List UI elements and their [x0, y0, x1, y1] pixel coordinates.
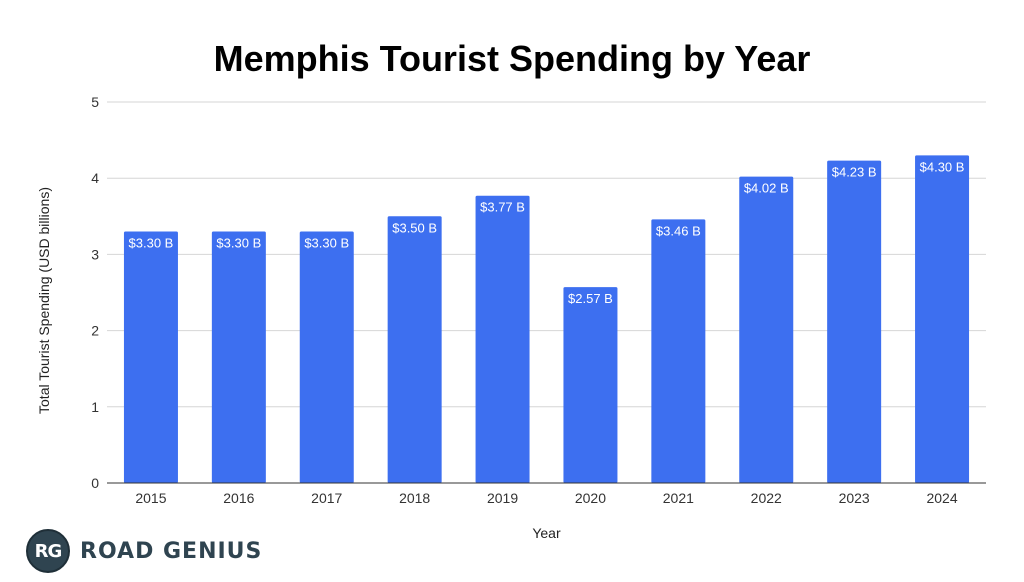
x-tick-label: 2017: [311, 490, 342, 506]
bar: [915, 155, 970, 483]
bar: [211, 231, 266, 483]
y-tick-label: 0: [91, 475, 99, 491]
data-labels: $3.30 B $3.30 B $3.30 B $3.50 B $3.77 B $2.57…: [129, 159, 965, 306]
x-tick-label: 2020: [575, 490, 606, 506]
y-tick-label: 4: [91, 170, 99, 186]
y-tick-label: 3: [91, 246, 99, 262]
x-tick-label: 2018: [399, 490, 430, 506]
bars: [123, 155, 970, 484]
road-genius-logo-icon: RG: [26, 529, 70, 573]
x-axis-ticks: 2015 2016 2017 2018 2019 2020 2021 2022 2023 2024: [135, 490, 957, 506]
y-axis-ticks: 0 1 2 3 4 5: [91, 94, 99, 491]
bar-data-label: $4.02 B: [744, 181, 789, 196]
bar: [739, 176, 794, 483]
bar-data-label: $3.50 B: [392, 220, 437, 235]
bar: [299, 231, 354, 483]
y-tick-label: 5: [91, 94, 99, 110]
bar-data-label: $3.30 B: [129, 236, 174, 251]
bar-data-label: $3.46 B: [656, 223, 701, 238]
bar-data-label: $3.77 B: [480, 200, 525, 215]
x-tick-label: 2024: [926, 490, 957, 506]
x-tick-label: 2021: [663, 490, 694, 506]
brand: RG ROAD GENIUS: [26, 528, 262, 574]
bar-data-label: $2.57 B: [568, 291, 613, 306]
y-tick-label: 2: [91, 323, 99, 339]
bar: [651, 219, 706, 483]
x-tick-label: 2022: [751, 490, 782, 506]
bar: [475, 195, 530, 483]
brand-name: ROAD GENIUS: [80, 538, 263, 564]
x-axis-label: Year: [532, 525, 561, 541]
x-tick-label: 2015: [135, 490, 166, 506]
bar-data-label: $3.30 B: [304, 236, 349, 251]
bar-data-label: $3.30 B: [216, 236, 261, 251]
bar-data-label: $4.30 B: [920, 159, 965, 174]
bar: [827, 160, 882, 483]
x-tick-label: 2023: [839, 490, 870, 506]
chart-title: Memphis Tourist Spending by Year: [213, 38, 811, 79]
bar-data-label: $4.23 B: [832, 165, 877, 180]
y-axis-label: Total Tourist Spending (USD billions): [36, 187, 52, 414]
bar: [563, 287, 618, 483]
y-tick-label: 1: [91, 399, 99, 415]
x-tick-label: 2016: [223, 490, 254, 506]
x-tick-label: 2019: [487, 490, 518, 506]
bar: [123, 231, 178, 483]
bar: [387, 216, 442, 484]
